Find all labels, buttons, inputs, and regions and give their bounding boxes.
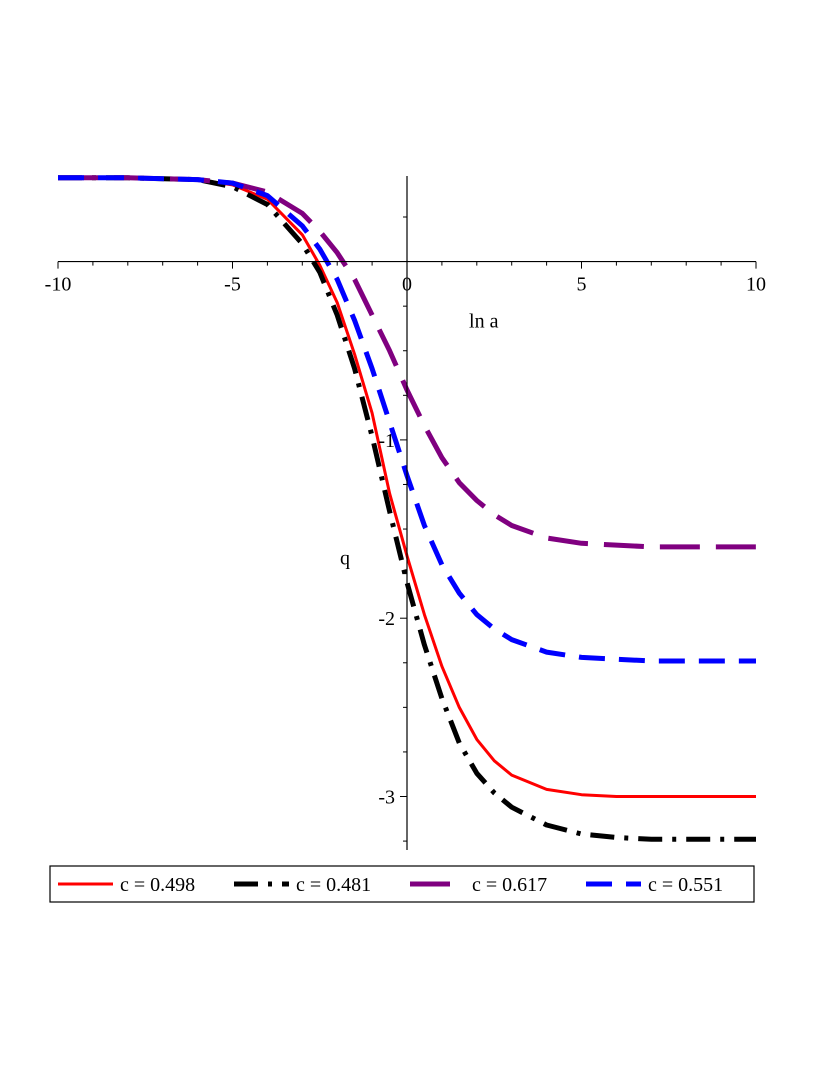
x-tick-label: 10 bbox=[746, 274, 766, 296]
plot-lines bbox=[58, 175, 756, 842]
legend-label-3: c = 0.617 bbox=[472, 874, 547, 896]
legend: c = 0.498 c = 0.481 c = 0.617 c = 0.551 bbox=[49, 865, 755, 903]
y-tick-label: -1 bbox=[378, 430, 395, 452]
x-tick-label: -5 bbox=[224, 274, 241, 296]
legend-label-4: c = 0.551 bbox=[648, 874, 723, 896]
y-axis-label: q bbox=[340, 548, 350, 570]
x-ticks: -10 -5 0 5 10 bbox=[45, 261, 766, 296]
x-tick-label: -10 bbox=[45, 274, 72, 296]
series-line-3 bbox=[58, 175, 756, 550]
legend-label-1: c = 0.498 bbox=[120, 874, 195, 896]
y-tick-label: -3 bbox=[378, 787, 395, 809]
series-line-1 bbox=[58, 176, 756, 798]
x-tick-label: 0 bbox=[402, 274, 412, 296]
series-line-4 bbox=[58, 175, 756, 664]
y-tick-label: -2 bbox=[378, 608, 395, 630]
x-tick-label: 5 bbox=[577, 274, 587, 296]
x-axis-label: ln a bbox=[469, 311, 499, 333]
y-ticks: -1 -2 -3 bbox=[378, 216, 407, 842]
legend-label-2: c = 0.481 bbox=[296, 874, 371, 896]
series-line-2 bbox=[58, 175, 756, 842]
axes bbox=[58, 176, 756, 850]
